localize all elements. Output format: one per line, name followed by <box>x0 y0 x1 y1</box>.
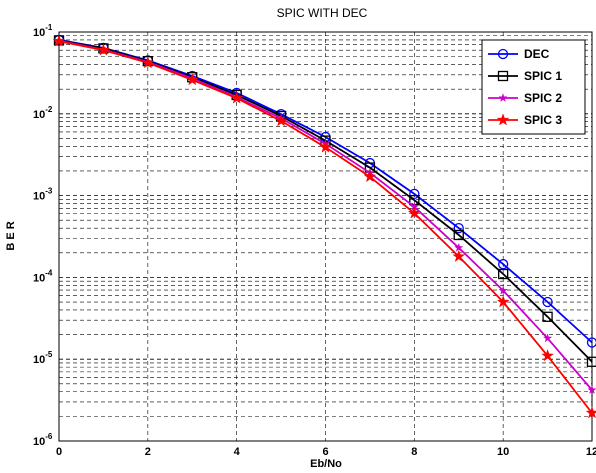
y-tick-label: 10-2 <box>33 105 53 121</box>
data-point <box>409 188 420 200</box>
data-point <box>363 169 377 183</box>
legend-label: DEC <box>524 47 550 61</box>
legend-item: DEC <box>488 47 550 61</box>
y-axis-ticks: 10-6 10-5 10-4 10-3 10-2 10-1 <box>33 23 53 448</box>
data-point <box>96 43 110 56</box>
x-tick-label: 8 <box>411 446 417 458</box>
y-axis-label: B E R <box>5 221 17 250</box>
data-point <box>587 384 596 395</box>
y-tick-label: 10-1 <box>33 23 53 39</box>
legend-marker <box>498 92 508 103</box>
data-point <box>498 268 509 280</box>
x-tick-label: 10 <box>497 446 509 458</box>
series-layer <box>52 34 596 419</box>
legend: DEC SPIC 1 SPIC 2 SPIC 3 <box>481 39 586 135</box>
data-point <box>496 295 510 308</box>
x-tick-label: 6 <box>322 446 328 458</box>
legend-label: SPIC 3 <box>524 113 562 127</box>
y-tick-label: 10-5 <box>33 350 53 366</box>
data-point <box>542 296 553 308</box>
legend-item: SPIC 1 <box>488 69 562 83</box>
y-tick-label: 10-3 <box>33 187 53 203</box>
data-point <box>52 34 66 47</box>
data-point <box>586 356 596 367</box>
data-point <box>185 73 199 86</box>
chart-title: SPIC WITH DEC <box>277 6 368 20</box>
data-point <box>586 337 596 348</box>
x-tick-label: 12 <box>586 446 596 458</box>
legend-item: SPIC 3 <box>488 113 562 127</box>
data-point <box>453 223 464 234</box>
data-point <box>274 114 288 127</box>
data-point <box>141 56 155 69</box>
legend-marker <box>496 113 510 126</box>
data-point <box>542 311 553 322</box>
plot-frame <box>58 31 593 442</box>
x-tick-label: 0 <box>56 446 62 458</box>
x-tick-label: 4 <box>234 446 241 458</box>
x-axis-ticks: 0 2 4 6 8 10 12 <box>56 446 596 458</box>
legend-label: SPIC 2 <box>524 91 562 105</box>
legend-item: SPIC 2 <box>488 91 562 105</box>
data-point <box>319 140 332 153</box>
x-tick-label: 2 <box>145 446 151 458</box>
data-point <box>452 249 466 263</box>
legend-marker <box>497 48 509 60</box>
data-point <box>407 206 421 219</box>
data-point <box>230 91 244 104</box>
y-tick-label: 10-6 <box>33 432 53 448</box>
data-point <box>498 259 509 270</box>
legend-label: SPIC 1 <box>524 69 562 83</box>
x-axis-label: Eb/No <box>310 458 342 470</box>
y-tick-label: 10-4 <box>33 268 53 284</box>
data-point <box>542 333 553 343</box>
series-spic-3 <box>52 34 596 419</box>
data-point <box>585 406 596 419</box>
data-point <box>454 242 464 252</box>
data-point <box>541 349 555 362</box>
legend-marker <box>497 70 509 82</box>
data-point <box>453 229 464 241</box>
data-point <box>498 285 508 295</box>
